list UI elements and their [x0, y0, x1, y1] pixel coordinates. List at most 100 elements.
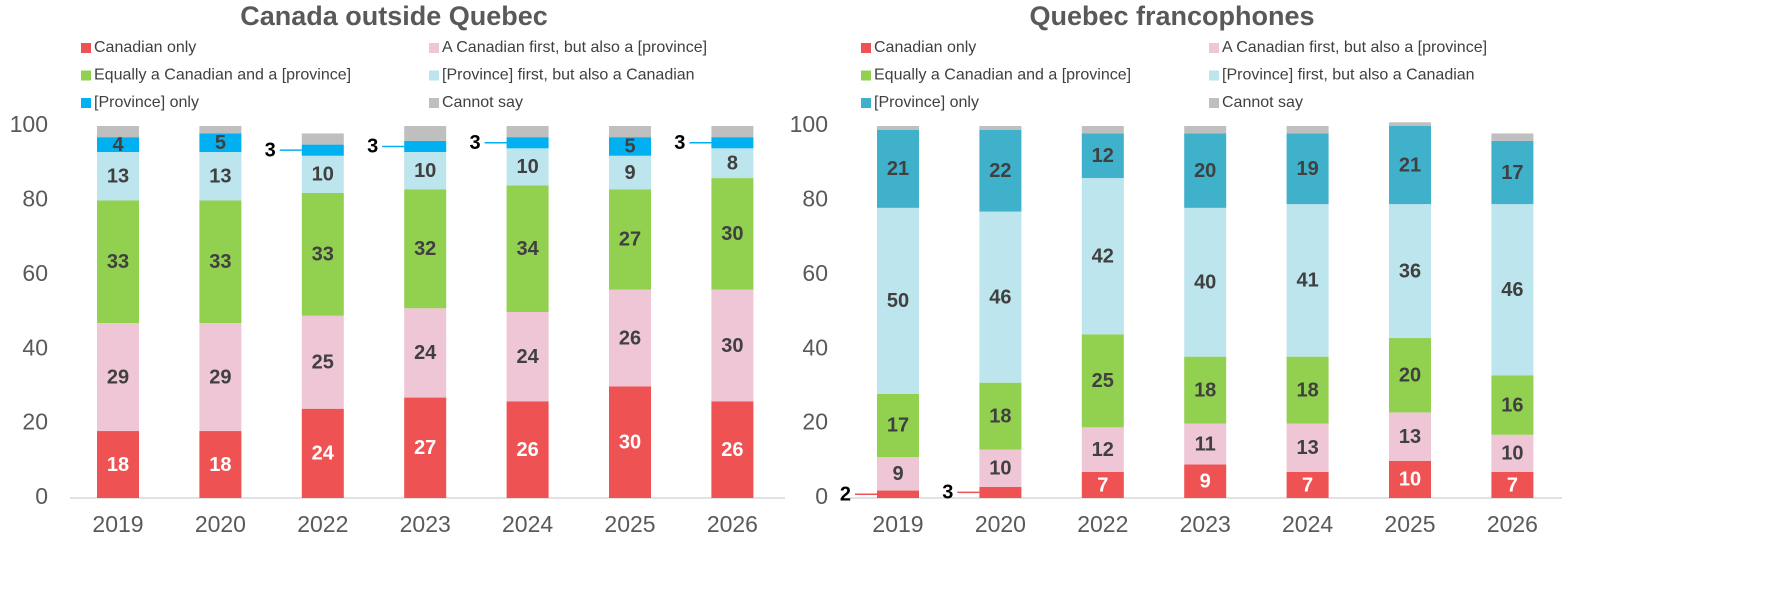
bar-segment — [979, 129, 1022, 212]
bar-segment — [1389, 122, 1431, 126]
bar-segment — [199, 133, 242, 153]
data-label: 5 — [624, 136, 635, 158]
data-label: 4 — [112, 134, 124, 156]
legend-label: [Province] first, but also a Canadian — [1222, 67, 1475, 84]
data-label: 7 — [1302, 474, 1313, 496]
data-label: 26 — [516, 439, 538, 461]
x-tick-label: 2022 — [1077, 511, 1128, 537]
bar-segment — [506, 401, 549, 498]
bar-segment — [1081, 126, 1124, 134]
legend-label: A Canadian first, but also a [province] — [1222, 39, 1487, 56]
legend-label: Canadian only — [874, 39, 976, 56]
data-label: 30 — [721, 335, 743, 357]
bar-segment — [199, 126, 242, 134]
data-label: 50 — [887, 290, 909, 312]
legend-label: A Canadian first, but also a [province] — [442, 39, 707, 56]
data-label: 30 — [619, 431, 641, 453]
data-label: 33 — [209, 251, 231, 273]
legend-label: Equally a Canadian and a [province] — [874, 67, 1131, 84]
data-label: 25 — [1092, 370, 1114, 392]
bar-segment — [979, 486, 1022, 498]
legend-swatch — [81, 98, 91, 108]
data-label: 17 — [1501, 162, 1523, 184]
y-tick-label: 80 — [22, 185, 48, 211]
data-label: 13 — [209, 166, 231, 188]
bar-segment — [199, 152, 242, 201]
bar-segment — [877, 457, 919, 491]
legend-swatch — [81, 43, 91, 53]
bar-segment — [506, 137, 549, 149]
data-label: 3 — [469, 132, 480, 154]
data-label: 27 — [414, 437, 436, 459]
bar-segment — [1389, 338, 1431, 413]
data-label: 18 — [107, 454, 129, 476]
legend-label: Cannot say — [1222, 94, 1303, 111]
bar-segment — [301, 155, 344, 193]
bar-segment — [1184, 356, 1227, 424]
bar-segment — [877, 393, 919, 458]
y-tick-label: 60 — [22, 260, 48, 286]
bar-segment — [97, 137, 139, 153]
bar-segment — [1286, 126, 1329, 134]
legend-swatch — [429, 98, 439, 108]
data-label: 10 — [1501, 443, 1523, 465]
x-tick-label: 2023 — [400, 511, 451, 537]
y-tick-label: 40 — [802, 334, 828, 360]
bar-segment — [1491, 471, 1534, 498]
legend-label: Cannot say — [442, 94, 523, 111]
bar-segment — [609, 137, 651, 156]
bar-segment — [979, 126, 1022, 130]
data-label: 5 — [215, 132, 226, 154]
data-label: 26 — [721, 439, 743, 461]
x-tick-label: 2020 — [975, 511, 1026, 537]
legend-swatch — [1209, 98, 1219, 108]
bar-segment — [877, 207, 919, 394]
x-tick-label: 2023 — [1180, 511, 1231, 537]
bar-segment — [199, 200, 242, 324]
bar-segment — [404, 126, 447, 141]
bar-segment — [1184, 423, 1227, 465]
legend-swatch — [1209, 70, 1219, 81]
data-label: 20 — [1399, 365, 1421, 387]
data-label: 3 — [265, 139, 276, 161]
bar-segment — [1286, 471, 1329, 498]
data-label: 2 — [840, 484, 851, 506]
data-label: 33 — [312, 244, 334, 266]
data-label: 3 — [674, 132, 685, 154]
bar-segment — [1389, 204, 1431, 339]
bar-segment — [404, 152, 447, 190]
data-label: 10 — [312, 164, 334, 186]
bar-segment — [1184, 126, 1227, 134]
bar-segment — [97, 152, 139, 201]
data-label: 32 — [414, 238, 436, 260]
data-label: 46 — [1501, 279, 1523, 301]
data-label: 3 — [367, 136, 378, 158]
y-tick-label: 20 — [802, 409, 828, 435]
bar-segment — [711, 148, 754, 179]
y-tick-label: 0 — [35, 483, 48, 509]
bar-segment — [1081, 133, 1124, 179]
chart-title: Canada outside Quebec — [240, 1, 548, 31]
legend-swatch — [429, 70, 439, 81]
data-label: 24 — [312, 443, 335, 465]
bar-segment — [506, 185, 549, 312]
data-label: 29 — [107, 366, 129, 388]
bar-segment — [1184, 207, 1227, 357]
bar-segment — [979, 382, 1022, 450]
bar-segment — [1491, 375, 1534, 435]
data-label: 10 — [516, 156, 538, 178]
bar-segment — [1286, 204, 1329, 357]
legend-label: Canadian only — [94, 39, 196, 56]
bar-segment — [1184, 464, 1227, 498]
bar-segment — [711, 126, 754, 138]
data-label: 41 — [1296, 270, 1318, 292]
legend-swatch — [861, 43, 871, 53]
y-tick-label: 60 — [802, 260, 828, 286]
data-label: 18 — [1296, 379, 1318, 401]
legend-label: [Province] only — [94, 94, 199, 111]
x-tick-label: 2026 — [1487, 511, 1538, 537]
y-tick-label: 0 — [815, 483, 828, 509]
x-tick-label: 2026 — [707, 511, 758, 537]
legend-label: [Province] only — [874, 94, 979, 111]
